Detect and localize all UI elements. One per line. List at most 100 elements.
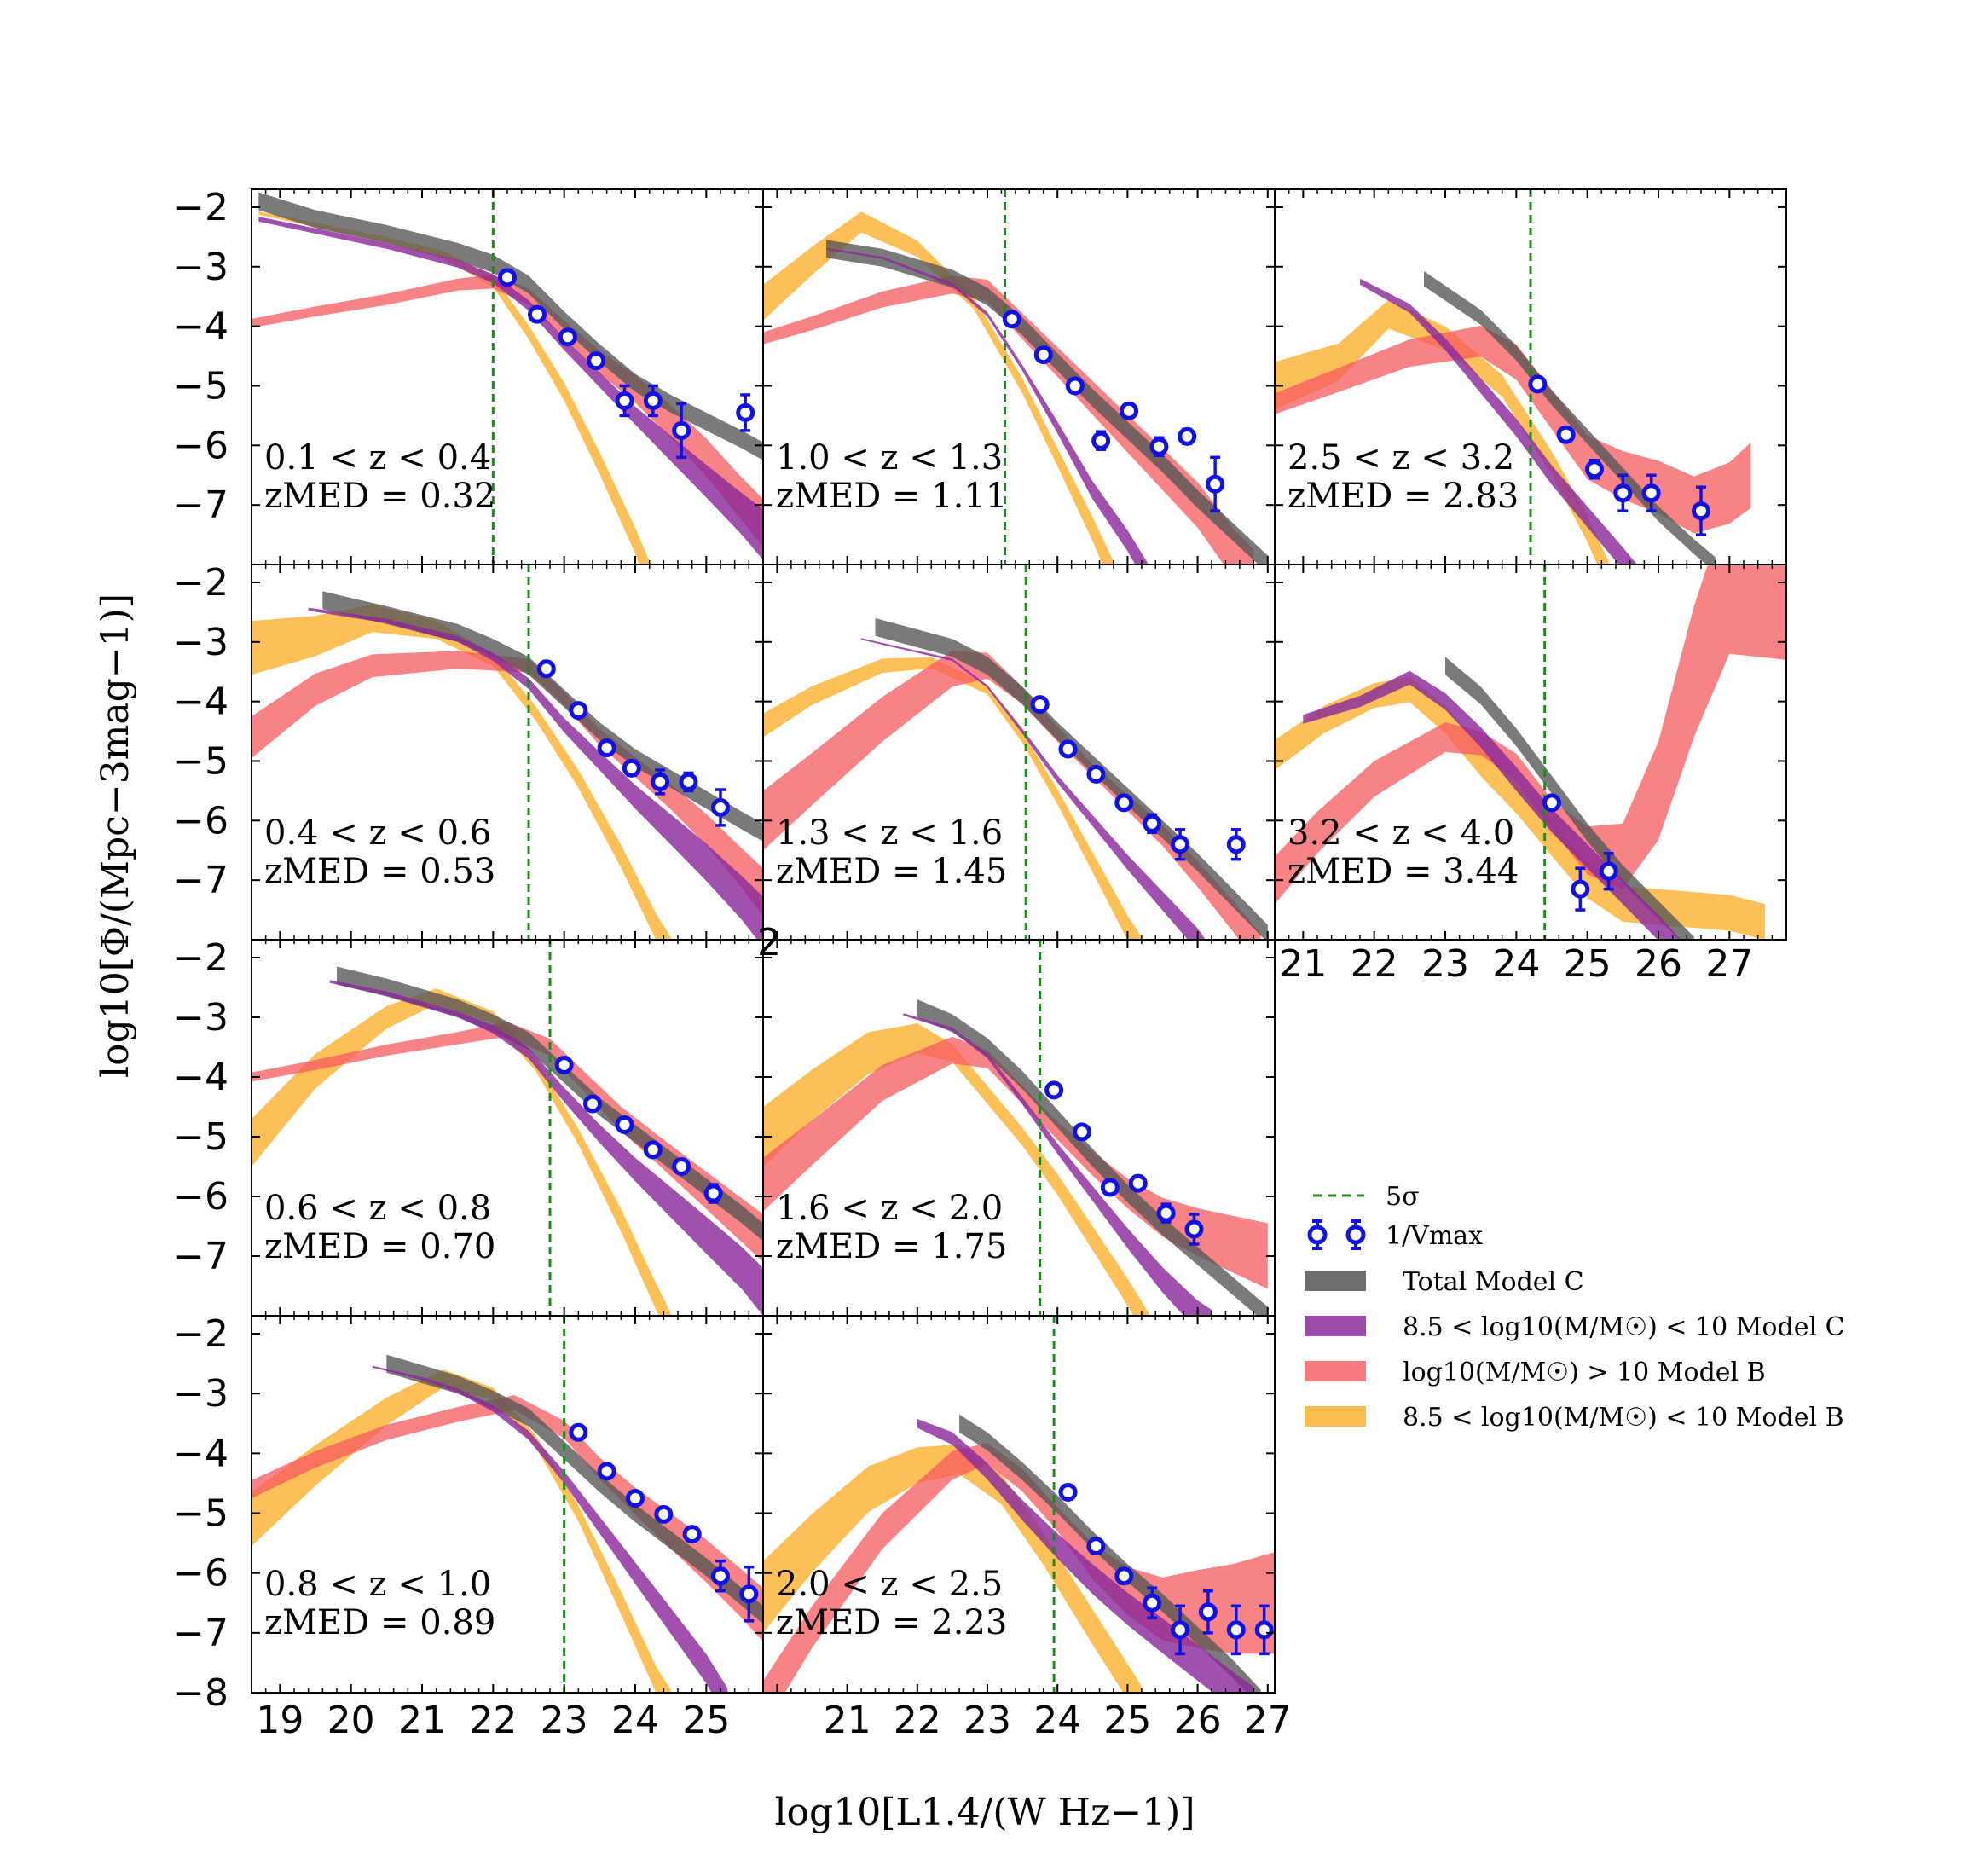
stray-tick-label: 2	[757, 921, 781, 964]
panel-plot-area	[252, 940, 763, 1316]
point-marker	[597, 738, 616, 758]
point-marker	[643, 1140, 663, 1160]
band-low-mass-model-b	[1275, 676, 1765, 940]
panel-z-range: 1.6 < z < 2.0	[776, 1189, 1003, 1228]
band-low-mass-model-c	[903, 1013, 1212, 1316]
x-tick-label: 25	[682, 1699, 730, 1742]
band-low-mass-model-c	[372, 1365, 728, 1693]
legend-label-vmax: 1/Vmax	[1386, 1221, 1483, 1251]
vmax-point	[736, 393, 755, 432]
point-marker	[1571, 879, 1590, 899]
vmax-point	[1171, 828, 1190, 861]
point-marker	[1254, 1620, 1274, 1640]
y-tick-label: −6	[173, 799, 229, 842]
point-marker	[1171, 1620, 1190, 1640]
point-marker	[643, 391, 663, 410]
point-marker	[583, 1094, 602, 1114]
panel-z-range: 1.0 < z < 1.3	[776, 438, 1003, 478]
x-tick-label: 24	[1033, 1699, 1081, 1742]
vmax-point	[1086, 1537, 1106, 1556]
point-marker	[1091, 431, 1111, 450]
point-marker	[1086, 764, 1106, 784]
point-marker	[654, 1504, 674, 1524]
point-marker	[622, 758, 641, 778]
panel-plot-area	[763, 189, 1268, 565]
point-marker	[536, 659, 556, 679]
vmax-point	[1086, 764, 1106, 784]
panel-plot-area	[252, 1316, 763, 1693]
point-marker	[1058, 1482, 1078, 1502]
panel-z-range: 2.0 < z < 2.5	[776, 1565, 1003, 1604]
vmax-point	[651, 768, 670, 796]
point-marker	[498, 268, 517, 287]
panel-z-range: 1.3 < z < 1.6	[776, 814, 1003, 853]
vmax-point	[569, 1422, 588, 1442]
x-tick-label: 22	[469, 1699, 517, 1742]
point-marker	[1143, 1593, 1162, 1613]
point-marker	[569, 701, 588, 721]
point-marker	[736, 402, 755, 422]
y-tick-label: −4	[173, 305, 229, 349]
point-marker	[651, 772, 670, 791]
x-tick-label: 24	[1492, 942, 1540, 986]
vmax-point	[597, 1462, 616, 1481]
y-tick-label: −7	[173, 483, 229, 527]
vmax-point	[587, 351, 606, 371]
vmax-point	[1044, 1080, 1064, 1100]
vmax-point	[1613, 473, 1633, 512]
band-low-mass-model-c	[826, 247, 1149, 565]
vmax-point	[672, 1157, 691, 1176]
band-low-mass-model-c	[917, 1419, 1254, 1693]
panel-z-median: zMED = 0.70	[264, 1227, 495, 1266]
point-marker	[1178, 426, 1197, 446]
panel-z-median: zMED = 0.53	[264, 852, 495, 891]
y-tick-label: −8	[173, 1671, 229, 1715]
panel-frame	[762, 1315, 1276, 1694]
y-axis-title: log10[Φ/(Mpc−3mag−1)]	[94, 593, 137, 1078]
vmax-point	[583, 1094, 602, 1114]
legend: 5σ 1/Vmax Total Model C 8.5 < log10(M/M☉…	[1305, 1182, 1845, 1433]
vmax-point	[1156, 1202, 1176, 1224]
point-marker	[1692, 501, 1710, 521]
x-tick-label: 24	[611, 1699, 659, 1742]
point-marker	[1044, 1080, 1064, 1100]
y-tick-label: −3	[173, 246, 229, 289]
x-tick-label: 19	[256, 1699, 304, 1742]
x-tick-label: 22	[894, 1699, 941, 1742]
x-tick-label: 23	[541, 1699, 588, 1742]
point-marker	[1120, 401, 1139, 420]
panel-z-range: 0.1 < z < 0.4	[264, 438, 491, 478]
legend-swatch-low-c	[1305, 1316, 1366, 1336]
legend-swatch-high-b	[1305, 1361, 1366, 1381]
point-marker	[739, 1584, 759, 1604]
vmax-point	[1198, 1589, 1218, 1635]
vmax-point	[1114, 793, 1134, 813]
point-marker	[1641, 483, 1661, 503]
point-marker	[1206, 474, 1225, 494]
vmax-point	[739, 1565, 759, 1623]
vmax-point	[1149, 436, 1169, 457]
vmax-point	[615, 1115, 634, 1134]
band-high-mass-model-b	[252, 275, 763, 547]
panel-plot-area	[252, 565, 763, 940]
y-tick-label: −6	[173, 1175, 229, 1219]
point-marker	[703, 1184, 723, 1203]
vmax-point	[1033, 345, 1053, 365]
point-marker	[1226, 835, 1246, 854]
band-low-mass-model-b	[763, 1444, 1142, 1693]
panel-z-median: zMED = 0.32	[264, 477, 495, 516]
point-marker	[597, 1462, 616, 1481]
x-tick-label: 21	[824, 1699, 871, 1742]
x-tick-label: 22	[1351, 942, 1398, 986]
legend-swatch-total-c	[1305, 1271, 1366, 1291]
point-marker	[558, 327, 577, 347]
band-total-model-c	[386, 1354, 763, 1624]
band-high-mass-model-b	[763, 1036, 1268, 1289]
band-high-mass-model-b	[763, 651, 1261, 940]
vmax-point	[536, 659, 556, 679]
panel-z-range: 2.5 < z < 3.2	[1288, 438, 1514, 478]
point-marker	[1143, 814, 1162, 833]
band-high-mass-model-b	[763, 275, 1254, 565]
vmax-point	[1058, 739, 1078, 759]
x-tick-labels: 19 20 21 22 23 24 25 21 22 23 24 25 26 27 21 22 23 24 25 26…	[256, 942, 1753, 1742]
